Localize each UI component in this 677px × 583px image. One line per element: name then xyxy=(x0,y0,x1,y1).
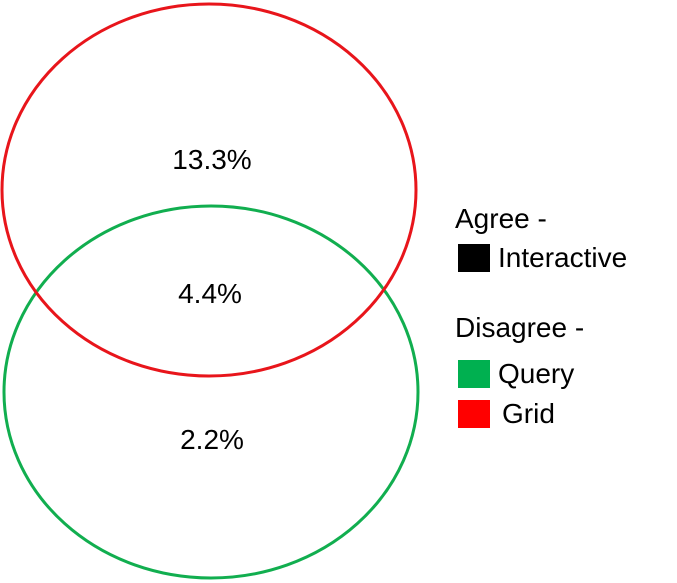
region-label-overlap: 4.4% xyxy=(178,278,242,309)
legend-item-grid: Grid xyxy=(458,399,555,429)
legend-swatch-grid xyxy=(458,400,490,428)
legend-swatch-query xyxy=(458,360,490,388)
region-label-red-only: 13.3% xyxy=(172,144,252,175)
legend-label-grid: Grid xyxy=(502,398,555,429)
legend-label-query: Query xyxy=(498,358,575,389)
red-ellipse xyxy=(0,2,418,378)
legend-disagree-heading: Disagree - xyxy=(455,312,585,343)
legend-item-interactive: Interactive xyxy=(458,243,627,273)
legend-swatch-interactive xyxy=(458,244,490,272)
legend-item-query: Query xyxy=(458,359,574,389)
green-ellipse xyxy=(2,204,420,580)
region-label-green-only: 2.2% xyxy=(180,424,244,455)
legend-label-interactive: Interactive xyxy=(498,242,628,273)
legend-agree-heading: Agree - xyxy=(455,203,547,234)
